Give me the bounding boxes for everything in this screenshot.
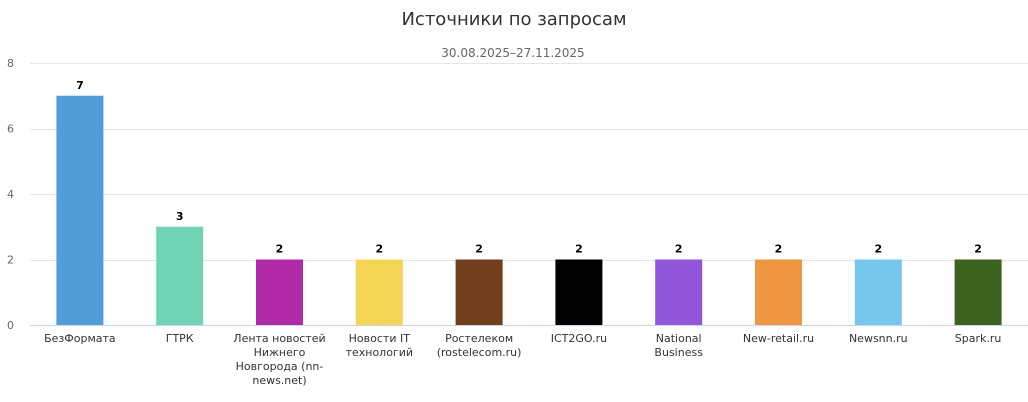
data-label: 2 [276,243,284,256]
y-tick-label: 2 [7,254,14,267]
data-label: 3 [176,210,184,223]
data-label: 2 [575,243,583,256]
chart-subtitle: 30.08.2025–27.11.2025 [441,46,585,60]
y-tick-label: 4 [7,188,14,201]
bar[interactable] [355,259,403,326]
data-label: 2 [675,243,683,256]
bar[interactable] [455,259,503,326]
bar[interactable] [854,259,902,326]
x-tick-label: БезФормата [44,332,116,345]
bar[interactable] [256,259,303,326]
x-tick-label: New-retail.ru [742,332,815,345]
x-tick-label: Лента новостей Нижнего Новгорода (nn-new… [233,332,326,387]
y-tick-label: 6 [7,123,14,136]
data-label: 7 [76,79,84,92]
y-tick-label: 8 [7,57,14,70]
x-tick-label: Spark.ru [954,332,1002,345]
x-tick-label: Ростелеком (rostelecom.ru) [436,332,522,359]
x-tick-label: Новости IT технологий [345,332,414,359]
bar[interactable] [156,226,204,325]
data-label: 2 [974,243,982,256]
bar[interactable] [555,259,603,326]
x-tick-label: Newsnn.ru [848,332,908,345]
bar[interactable] [655,259,703,326]
data-label: 2 [475,243,483,256]
data-label: 2 [874,243,882,256]
x-tick-label: ГТРК [165,332,194,345]
bar[interactable] [954,259,1002,326]
x-tick-label: National Business [654,332,703,359]
data-label: 2 [375,243,383,256]
bar[interactable] [56,95,104,325]
data-label: 2 [775,243,783,256]
bar[interactable] [755,259,802,326]
y-tick-label: 0 [7,319,14,332]
x-tick-label: ICT2GO.ru [550,332,608,345]
chart-title: Источники по запросам [401,9,627,30]
